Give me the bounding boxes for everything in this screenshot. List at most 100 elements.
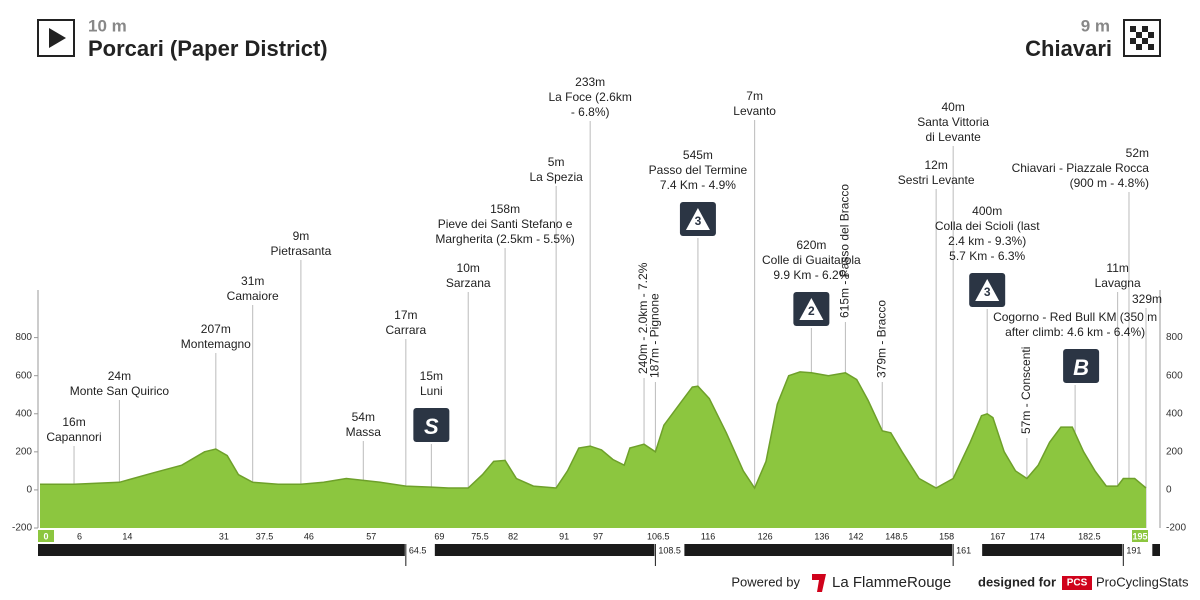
waypoint-label: 10m [457,261,480,275]
waypoint-label: Montemagno [181,337,251,351]
waypoint-label: Lavagna [1095,276,1141,290]
y-tick-label: 400 [15,408,32,419]
km-label: 167 [990,531,1005,541]
km-label: 31 [219,531,229,541]
waypoint-label: Capannori [46,430,101,444]
finish-elevation: 9 m [1081,16,1110,35]
procyclingstats: ProCyclingStats [1096,574,1189,589]
band-badge [952,544,983,556]
waypoint-label: 17m [394,308,417,322]
km-label: 37.5 [256,531,274,541]
km-label: 136 [814,531,829,541]
band-label: 191 [1126,545,1141,555]
category-peak [685,208,710,230]
km-label: 0 [43,531,48,541]
waypoint-label: 57m - Conscenti [1019,347,1033,434]
waypoint-label: Margherita (2.5km - 5.5%) [435,232,574,246]
waypoint-label: La Spezia [529,170,583,184]
waypoint-label: Monte San Quirico [70,384,170,398]
waypoint-label: 615m - Passo del Bracco [838,184,852,318]
waypoint-label: 31m [241,274,264,288]
waypoint-label: Massa [346,425,382,439]
waypoint-label: 52m [1126,146,1149,160]
band-badge [1122,544,1153,556]
profile-line [40,371,1147,490]
category-icon: 3 [969,273,1006,307]
waypoint-label: 5.7 Km - 6.3% [949,249,1025,263]
flammerouge-logo [812,574,826,592]
km-band [38,544,1160,556]
y-tick-label-right: 400 [1166,408,1183,419]
waypoint-label: Luni [420,384,443,398]
km-label: 174 [1030,531,1045,541]
start-name: Porcari (Paper District) [88,36,328,61]
category-icon: B [1063,349,1100,383]
waypoint-label: 15m [420,369,443,383]
band-label: 64.5 [409,545,427,555]
waypoint-label: 187m - Pignone [648,293,662,378]
waypoint-label: 233m [575,75,605,89]
waypoint-label: 54m [352,410,375,424]
pcs-logo: PCS [1067,578,1088,589]
band-badge [654,544,685,556]
waypoint-label: 9.9 Km - 6.2% [773,268,849,282]
waypoint-label: Camaiore [227,289,279,303]
category-peak [799,298,824,320]
km-label: 148.5 [885,531,908,541]
km-label: 182.5 [1078,531,1101,541]
km-label: 82 [508,531,518,541]
waypoint-label: La Foce (2.6km [548,90,631,104]
waypoint-label: Santa Vittoria [917,115,989,129]
profile-fill [40,371,1146,528]
waypoint-label: 11m [1106,261,1128,275]
waypoint-label: di Levante [925,130,981,144]
category-icon: 2 [793,292,830,326]
km-label: 57 [366,531,376,541]
waypoint-label: Colle di Guaitarola [762,253,861,267]
finish-icon [1123,19,1161,57]
waypoint-label: (900 m - 4.8%) [1070,176,1149,190]
category-label: 3 [695,214,702,228]
category-label: S [424,414,439,439]
category-icon: 3 [679,202,716,236]
waypoint-label: Chiavari - Piazzale Rocca [1012,161,1150,175]
start-icon-arrow [49,28,66,48]
designed-for: designed for [978,574,1056,589]
km-label: 69 [434,531,444,541]
labels-layer: 0 6 14 31 37.5 46 57 69 75.5 82 91 97 106.5 116 126 136… [38,75,1162,566]
category-peak [975,279,1000,301]
waypoint-label: - 6.8%) [571,105,610,119]
area-layer [40,371,1147,528]
waypoint-label: 5m [548,155,565,169]
waypoint-label: 158m [490,202,520,216]
finish-name: Chiavari [1025,36,1112,61]
km-label: 195 [1132,531,1147,541]
km-label: 126 [758,531,773,541]
category-label: 3 [984,285,991,299]
waypoint-label: Sestri Levante [898,173,975,187]
start-icon [37,19,75,57]
km-label: 14 [122,531,132,541]
km-label: 142 [848,531,863,541]
category-label: 2 [808,304,815,318]
powered-by: Powered by [731,574,800,589]
band-label: 161 [956,545,971,555]
waypoint-label: 207m [201,322,231,336]
waypoint-label: 2.4 km - 9.3%) [948,234,1026,248]
start-elevation: 10 m [88,16,127,35]
waypoint-label: 620m [796,238,826,252]
y-tick-label-right: 600 [1166,370,1183,381]
km-label: 6 [77,531,82,541]
band-badge [404,544,435,556]
waypoint-label: Passo del Termine [649,163,748,177]
km-label: 46 [304,531,314,541]
km-label: 75.5 [471,531,489,541]
waypoint-label: 329m [1132,292,1162,306]
waypoint-label: Carrara [385,323,426,337]
flammerouge: La FlammeRouge [832,574,951,591]
km-badge [38,530,54,542]
waypoint-label: 240m - 2.0km - 7.2% [636,262,650,374]
km-badge [1132,530,1148,542]
waypoint-label: 40m [941,100,964,114]
waypoint-label: Levanto [733,104,776,118]
